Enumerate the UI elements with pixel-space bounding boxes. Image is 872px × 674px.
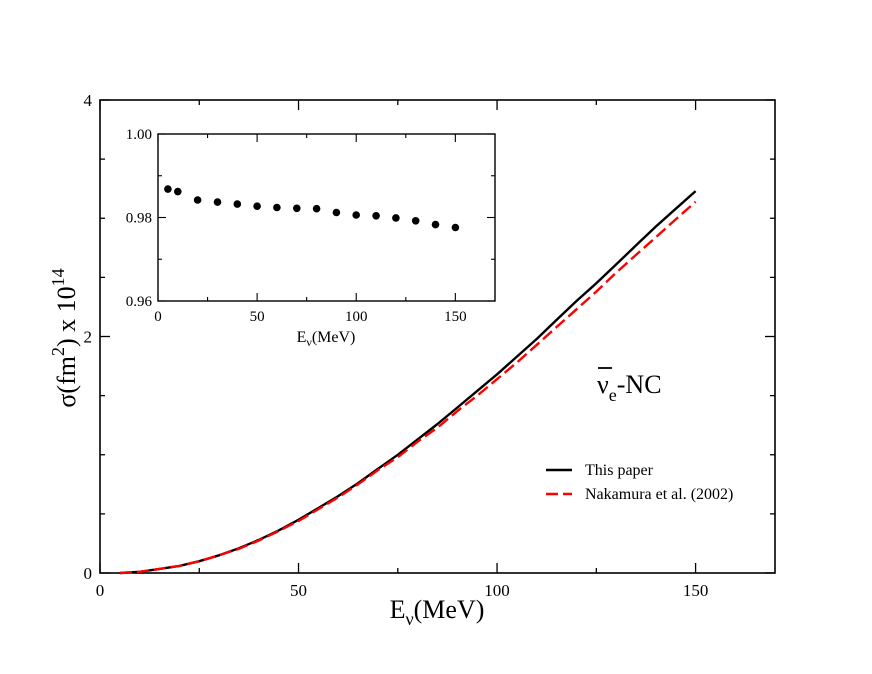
main-y-tick-label: 0	[84, 564, 93, 583]
annotation-main: ν	[597, 370, 609, 399]
inset-data-point	[164, 185, 172, 193]
inset-x-label-rest: (MeV)	[312, 329, 356, 346]
main-y-axis-label: σ(fm2) x 1014	[48, 268, 81, 407]
y-label-prefix: σ(fm	[52, 356, 81, 408]
legend-label-this-paper: This paper	[585, 462, 654, 479]
inset-data-point	[392, 214, 400, 222]
series-line-this-paper	[119, 190, 697, 575]
inset-x-tick-label: 50	[250, 309, 265, 325]
inset-y-tick-label: 0.96	[126, 294, 153, 310]
main-x-tick-label: 50	[290, 581, 307, 600]
x-label-rest: (MeV)	[414, 595, 485, 624]
inset-x-label-sub: ν	[306, 335, 312, 349]
inset-y-tick-label: 0.98	[126, 211, 152, 227]
main-x-axis-label: Eν(MeV)	[390, 595, 485, 629]
legend-label-nakamura: Nakamura et al. (2002)	[585, 486, 733, 503]
inset-data-point	[352, 211, 361, 219]
annotation-rest: -NC	[617, 370, 662, 399]
inset-data-point	[233, 200, 242, 208]
inset-data-point	[411, 217, 420, 225]
inset-data-point	[193, 196, 202, 204]
inset-y-tick-label: 1.00	[126, 127, 152, 143]
reaction-annotation: νe-NC	[597, 370, 662, 405]
main-series-group	[119, 190, 697, 575]
inset-data-point	[174, 187, 182, 196]
inset-data-point	[253, 202, 261, 210]
inset-x-tick-label: 150	[444, 309, 467, 325]
main-tick-labels: 0 50 100 150 0 2 4	[84, 91, 709, 600]
inset-data-point	[293, 204, 301, 213]
inset-data-point	[451, 223, 460, 232]
inset-data-point	[312, 204, 321, 213]
legend: This paper Nakamura et al. (2002)	[546, 462, 733, 503]
inset-x-label-main: E	[297, 329, 307, 346]
main-axis-ticks	[99, 99, 775, 574]
inset-data-point	[273, 203, 281, 212]
x-label-sub: ν	[405, 609, 413, 629]
inset-axis-ticks	[157, 133, 495, 302]
main-x-tick-label: 150	[683, 581, 709, 600]
annotation-sub: e	[609, 385, 617, 405]
inset-data-point	[431, 220, 440, 229]
inset-x-tick-label: 100	[345, 309, 368, 325]
inset-x-axis-label: Eν(MeV)	[297, 329, 356, 349]
main-y-tick-label: 2	[84, 328, 93, 347]
x-label-main: E	[390, 595, 406, 624]
series-line-nakamura	[119, 200, 697, 575]
y-label-middle: ) x 10	[52, 286, 81, 347]
inset-x-tick-label: 0	[154, 309, 162, 325]
main-x-tick-label: 100	[484, 581, 510, 600]
y-label-sup: 2	[48, 347, 68, 356]
main-x-tick-label: 0	[96, 581, 105, 600]
inset-data-point	[332, 208, 341, 217]
y-label-sup2: 14	[48, 268, 68, 286]
main-y-tick-label: 4	[84, 91, 93, 110]
inset-tick-labels: 0 50 100 150 0.96 0.98 1.00	[126, 127, 467, 325]
inset-plot-background	[158, 134, 495, 301]
inset-data-point	[213, 198, 222, 206]
inset-points-group	[164, 185, 460, 232]
inset-data-point	[372, 212, 380, 220]
